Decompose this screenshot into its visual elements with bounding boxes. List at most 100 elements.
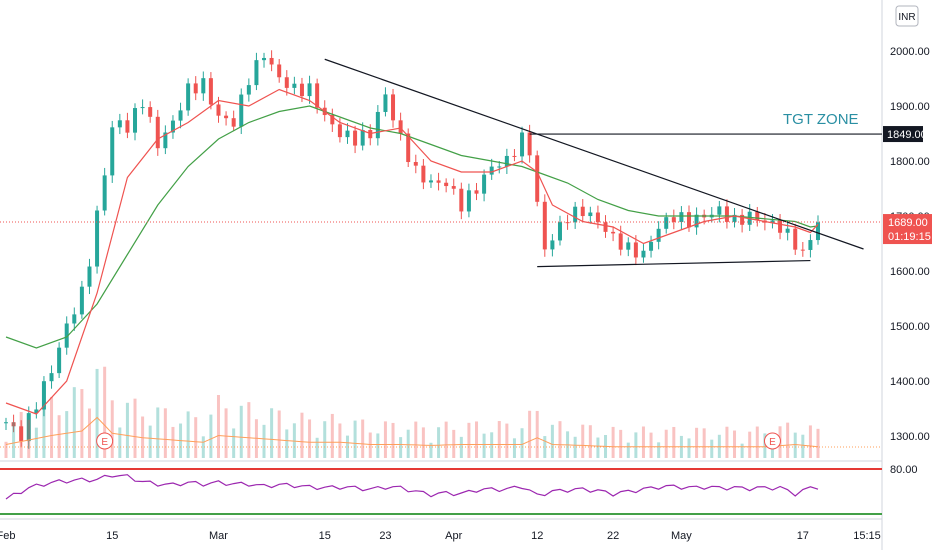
candle-body — [64, 323, 69, 348]
volume-bar — [528, 410, 532, 458]
time-tick-label: 15 — [106, 530, 118, 542]
volume-bar — [535, 410, 539, 458]
candle-body — [284, 77, 289, 88]
candle-body — [406, 133, 411, 163]
volume-pane — [4, 366, 820, 458]
candle-body — [398, 120, 403, 134]
volume-bar — [786, 422, 790, 458]
volume-bar — [687, 438, 691, 458]
volume-bar — [452, 429, 456, 458]
time-axis[interactable]: Feb 15 Mar 15 23 Apr 12 22 May 17 15:15 — [0, 530, 881, 542]
candle-body — [34, 409, 39, 414]
candle-body — [671, 217, 676, 223]
volume-bar — [733, 430, 737, 458]
candle-body — [626, 242, 631, 250]
candle-body — [201, 78, 206, 94]
candle-body — [262, 57, 267, 61]
candle-body — [520, 132, 525, 157]
candle-body — [87, 266, 92, 287]
volume-bar — [12, 422, 16, 458]
volume-bar — [156, 407, 160, 458]
candle-body — [72, 314, 77, 324]
volume-bar — [34, 427, 38, 458]
candle-body — [231, 118, 236, 127]
candle-body — [489, 166, 494, 175]
countdown-label: 01:19:15 — [888, 231, 931, 243]
trendline-upper[interactable] — [324, 58, 864, 250]
candle-body — [353, 130, 358, 146]
candle-body — [770, 220, 775, 223]
volume-bar — [505, 423, 509, 458]
volume-bar — [95, 368, 99, 458]
candle-body — [459, 188, 464, 212]
candle-body — [573, 206, 578, 223]
earnings-marker-label: E — [769, 437, 776, 448]
volume-bar — [581, 424, 585, 458]
target-zone-label: TGT ZONE — [783, 111, 859, 128]
candle-body — [193, 83, 198, 94]
candle-body — [19, 426, 24, 442]
candle-body — [504, 155, 509, 167]
candle-body — [717, 206, 722, 215]
volume-bar — [65, 411, 69, 458]
trendline-lower[interactable] — [537, 259, 811, 268]
candle-body — [307, 83, 312, 97]
volume-bar — [232, 428, 236, 458]
candle-body — [595, 212, 600, 223]
volume-bar — [308, 419, 312, 458]
earnings-marker[interactable] — [96, 432, 114, 450]
candle-body — [360, 130, 365, 146]
candle-body — [436, 180, 441, 183]
price-tick-label: 1300.00 — [890, 431, 930, 443]
volume-bar — [87, 408, 91, 458]
volume-bar — [148, 425, 152, 458]
price-pane[interactable] — [4, 50, 820, 449]
volume-bar — [702, 428, 706, 458]
time-tick-label: May — [671, 530, 692, 542]
candle-body — [557, 222, 562, 241]
volume-bar — [323, 421, 327, 458]
volume-bar — [201, 436, 205, 458]
candle-body — [482, 174, 487, 194]
candle-body — [345, 130, 350, 138]
price-axis[interactable]: 2000.001900.001800.001700.001600.001500.… — [890, 46, 930, 476]
candle-body — [732, 214, 737, 222]
candle-body — [41, 381, 46, 410]
candle-body — [208, 78, 213, 105]
candle-body — [656, 228, 661, 242]
candle-body — [588, 212, 593, 217]
candle-body — [254, 60, 259, 86]
volume-bar — [801, 434, 805, 458]
volume-bar — [808, 425, 812, 458]
volume-bar — [285, 429, 289, 458]
candle-body — [444, 182, 449, 187]
price-tick-label: 1800.00 — [890, 156, 930, 168]
time-tick-label: 15:15 — [853, 530, 881, 542]
volume-bar — [672, 426, 676, 458]
target-price-label: 1849.00 — [887, 129, 927, 141]
volume-bar — [376, 433, 380, 458]
volume-bar — [611, 426, 615, 458]
volume-bar — [634, 432, 638, 458]
candle-body — [603, 222, 608, 232]
rsi-pane[interactable] — [0, 468, 882, 515]
ema-fast-line — [5, 88, 819, 415]
volume-bar — [695, 427, 699, 458]
price-tick-label: 1600.00 — [890, 266, 930, 278]
candle-body — [565, 222, 570, 224]
volume-bar — [4, 441, 8, 458]
volume-bar — [459, 436, 463, 458]
earnings-marker[interactable] — [763, 432, 781, 450]
volume-bar — [224, 408, 228, 458]
candle-body — [778, 220, 783, 233]
currency-badge[interactable]: INR — [895, 5, 919, 27]
volume-bar — [558, 421, 562, 458]
candle-body — [497, 166, 502, 168]
volume-bar — [657, 442, 661, 458]
earnings-marker-label: E — [101, 437, 108, 448]
volume-bar — [444, 421, 448, 458]
candle-body — [724, 206, 729, 222]
candle-body — [542, 201, 547, 250]
volume-bar — [42, 403, 46, 458]
